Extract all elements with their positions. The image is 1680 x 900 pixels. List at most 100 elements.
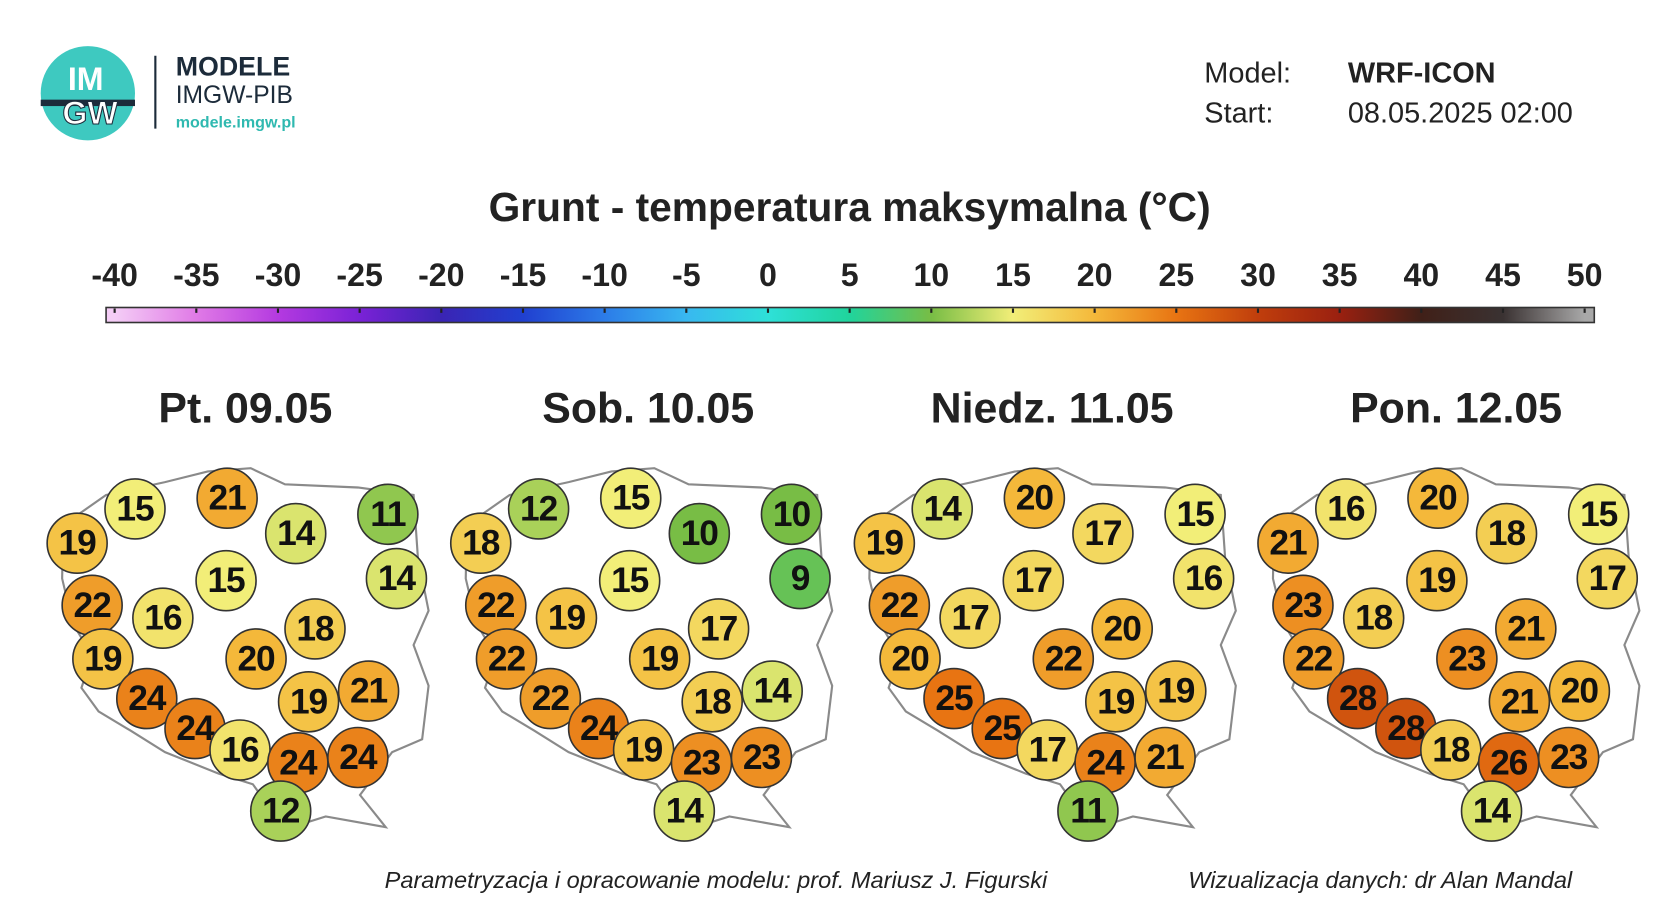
- station-value: 11: [1070, 792, 1106, 831]
- station-value: 17: [1589, 559, 1627, 598]
- station-marker: [357, 483, 419, 546]
- station-value: 24: [580, 709, 619, 748]
- station-value: 21: [1507, 609, 1545, 648]
- station-value: 20: [1561, 672, 1599, 711]
- station-marker: [249, 780, 312, 842]
- station-marker: [1282, 628, 1345, 690]
- station-value: 28: [1387, 709, 1425, 748]
- station-marker: [196, 467, 258, 530]
- logo: IM GW MODELE IMGW-PIB modele.imgw.pl: [40, 46, 296, 141]
- station-value: 12: [520, 489, 558, 528]
- panel-label: Niedz. 11.05: [931, 385, 1174, 433]
- colorbar-tick-label: 15: [995, 257, 1031, 293]
- station-value: 14: [666, 792, 705, 831]
- station-marker: [1537, 726, 1600, 789]
- station-marker: [1436, 628, 1498, 690]
- colorbar-tick-label: 10: [913, 257, 949, 293]
- station-value: 18: [462, 524, 500, 563]
- station-value: 14: [924, 489, 963, 528]
- station-value: 21: [1146, 738, 1184, 777]
- station-value: 16: [1185, 559, 1223, 598]
- colorbar-tick-label: 50: [1567, 257, 1603, 293]
- station-value: 15: [1580, 495, 1618, 534]
- station-value: 19: [59, 524, 97, 563]
- station-marker: [284, 598, 346, 660]
- station-value: 14: [277, 514, 316, 553]
- station-value: 14: [754, 672, 793, 711]
- station-value: 18: [1488, 514, 1526, 553]
- station-marker: [923, 667, 985, 730]
- logo-letters: GW: [62, 95, 118, 131]
- station-marker: [1072, 502, 1134, 565]
- station-value: 21: [209, 479, 247, 518]
- station-value: 22: [532, 679, 570, 718]
- station-value: 16: [144, 599, 182, 638]
- station-value: 24: [176, 709, 215, 748]
- logo-subtitle: IMGW-PIB: [176, 82, 293, 109]
- station-marker: [760, 483, 823, 546]
- footer-left: Parametryzacja i opracowanie modelu: pro…: [385, 867, 1048, 893]
- station-value: 21: [1269, 524, 1307, 563]
- station-value: 19: [866, 524, 904, 563]
- colorbar: [105, 306, 1596, 324]
- colorbar-tick-label: 30: [1240, 257, 1276, 293]
- station-marker: [195, 549, 257, 612]
- station-marker: [132, 587, 194, 650]
- station-value: 14: [1473, 792, 1512, 831]
- colorbar-tick-label: -5: [672, 257, 701, 293]
- station-marker: [225, 628, 287, 690]
- station-marker: [1576, 547, 1639, 610]
- station-marker: [668, 502, 731, 565]
- station-marker: [507, 478, 570, 540]
- logo-title: MODELE: [176, 52, 291, 82]
- station-value: 17: [951, 599, 989, 638]
- colorbar-tick-label: 35: [1322, 257, 1358, 293]
- station-marker: [1488, 670, 1551, 733]
- station-value: 22: [1045, 639, 1083, 678]
- panel: Niedz. 11.05 19 14 20 17 15 16 17 22 17 20 20 22 25 25…: [853, 385, 1237, 842]
- station-marker: [1460, 780, 1523, 842]
- station-marker: [628, 628, 691, 690]
- station-marker: [1567, 483, 1630, 546]
- station-marker: [598, 549, 661, 612]
- station-value: 22: [74, 586, 112, 625]
- station-value: 24: [128, 679, 167, 718]
- panel-label: Pt. 09.05: [158, 385, 332, 433]
- station-value: 20: [237, 639, 275, 678]
- station-marker: [535, 587, 598, 650]
- station-marker: [853, 512, 916, 575]
- station-value: 24: [279, 743, 318, 782]
- colorbar-tick-label: -10: [581, 257, 627, 293]
- station-marker: [1002, 549, 1065, 612]
- station-marker: [1342, 587, 1405, 650]
- model-value: WRF-ICON: [1348, 58, 1496, 90]
- station-value: 10: [773, 495, 811, 534]
- station-marker: [72, 628, 134, 690]
- station-marker: [681, 670, 743, 733]
- station-value: 15: [612, 479, 650, 518]
- station-value: 16: [221, 730, 259, 769]
- station-marker: [519, 667, 582, 730]
- logo-url: modele.imgw.pl: [176, 113, 296, 131]
- station-marker: [475, 628, 538, 690]
- logo-letters: IM: [68, 61, 104, 97]
- station-marker: [277, 670, 340, 733]
- station-marker: [1003, 467, 1066, 530]
- station-value: 18: [1432, 730, 1470, 769]
- station-value: 19: [1157, 672, 1195, 711]
- station-value: 23: [1448, 639, 1486, 678]
- station-value: 19: [548, 599, 586, 638]
- station-value: 24: [339, 738, 378, 777]
- station-value: 19: [625, 730, 663, 769]
- station-value: 21: [1501, 682, 1539, 721]
- station-value: 12: [262, 792, 300, 831]
- colorbar-tick-label: -15: [500, 257, 546, 293]
- station-value: 19: [290, 682, 328, 721]
- station-value: 20: [1419, 479, 1457, 518]
- colorbar-tick-label: -40: [91, 257, 137, 293]
- station-marker: [911, 478, 974, 540]
